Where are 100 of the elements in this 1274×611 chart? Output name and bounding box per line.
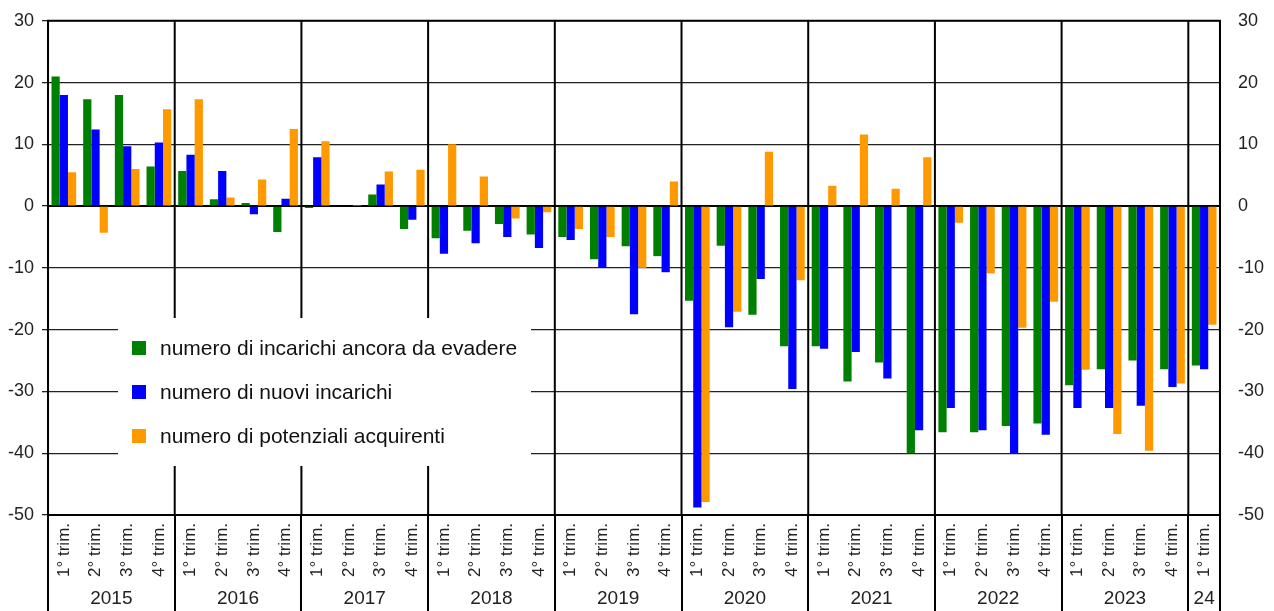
legend-label: numero di potenziali acquirenti [160,423,445,449]
bar [1113,206,1122,435]
x-tick-label: 1° trim. [560,522,580,578]
bar [733,206,742,312]
x-tick-label: 2° trim. [338,522,358,578]
x-tick-label: 2° trim. [592,522,612,578]
y2-tick-label: 0 [1237,195,1248,216]
x-tick-label: 4° trim. [1162,522,1182,578]
bar [574,206,583,229]
bar [1191,206,1201,366]
bar [606,206,615,237]
bar [1041,206,1050,435]
bar [131,169,140,206]
bar [828,185,837,206]
x-tick-label: 3° trim. [243,522,263,578]
bar [471,206,480,244]
bar [226,197,235,206]
bar [368,194,377,206]
bar [764,151,774,206]
bar [1176,206,1185,384]
bar [875,206,884,363]
x-tick-label: 2° trim. [85,522,105,578]
x-tick-label: 4° trim. [1035,522,1055,578]
x-tick-label: 2° trim. [465,522,485,578]
x-tick-label: 4° trim. [148,522,168,578]
bar [811,206,820,347]
bar [661,206,670,273]
bar [1018,206,1027,328]
bar [978,206,987,431]
bar [59,94,68,206]
x-tick-label: 3° trim. [370,522,390,578]
x-tick-label: 2° trim. [972,522,992,578]
text: 2023 [1103,587,1147,609]
bar [186,154,195,206]
x-tick-label: 4° trim. [275,522,295,578]
bar [83,99,92,206]
text: 24 [1193,587,1216,609]
bar [163,109,172,206]
bar [463,206,472,231]
bar [653,206,662,257]
x-tick-label: 1° trim. [53,522,73,578]
bar [946,206,955,409]
x-tick-label: 1° trim. [813,522,833,578]
x-tick-label: 2° trim. [718,522,738,578]
bar [716,206,725,246]
bar [1200,206,1209,370]
y-tick-label: -10 [8,256,35,277]
bar [748,206,757,315]
bar [756,206,765,280]
bar [693,206,702,508]
bar [384,171,393,206]
x-tick-label: 3° trim. [496,522,516,578]
x-tick-label: 3° trim. [1003,522,1023,578]
bar [1033,206,1042,424]
bar [534,206,544,249]
bar [154,142,163,206]
bar [819,206,829,349]
text: 2018 [470,587,513,609]
x-tick-label: 1° trim. [687,522,707,578]
x-tick-label: 1° trim. [433,522,453,578]
x-tick-label: 1° trim. [306,522,326,578]
bar [883,206,892,379]
y2-tick-label: -10 [1237,256,1264,277]
bar [313,157,322,206]
y2-tick-label: -40 [1237,442,1264,463]
x-tick-label: 4° trim. [401,522,421,578]
bar [914,206,924,431]
x-tick-label: 1° trim. [940,522,960,578]
bar [843,206,852,382]
text: 2021 [850,587,893,609]
bar [1144,206,1154,451]
y-tick-label: 20 [13,71,35,92]
y2-tick-label: -20 [1237,318,1264,339]
bar [289,128,298,206]
y-tick-label: 30 [13,9,35,30]
y-tick-label: 0 [24,195,35,216]
bar [273,206,282,233]
x-tick-label: 3° trim. [750,522,770,578]
bar [99,206,108,233]
text: 2017 [343,587,386,609]
legend-label: numero di nuovi incarichi [160,379,393,405]
bar [923,157,932,206]
bar [1105,206,1114,409]
bar [1168,206,1177,388]
bar [408,206,417,220]
bar [281,198,290,206]
bar [724,206,734,328]
bar [629,206,639,315]
x-tick-label: 2° trim. [211,522,231,578]
bar [906,206,915,454]
bar [526,206,535,235]
bar [1208,206,1217,325]
x-tick-label: 3° trim. [877,522,897,578]
bar [685,206,694,301]
bar [788,206,797,389]
x-tick-label: 2° trim. [1098,522,1118,578]
bar [1009,206,1019,454]
bar [1136,206,1145,406]
bar [146,166,155,206]
y-tick-label: -30 [8,380,35,401]
